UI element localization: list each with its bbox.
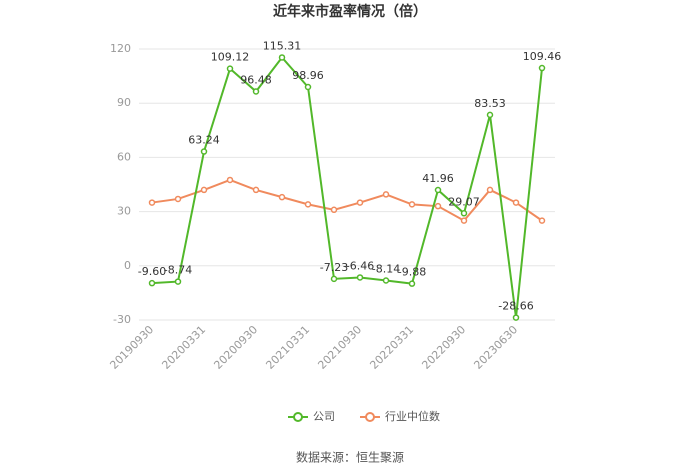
data-label: -8.14 bbox=[372, 263, 400, 276]
point bbox=[538, 64, 546, 72]
point bbox=[538, 217, 546, 224]
x-tick-label: 20220930 bbox=[419, 323, 468, 372]
legend-label: 行业中位数 bbox=[385, 409, 440, 423]
point bbox=[486, 186, 494, 194]
point bbox=[382, 277, 390, 284]
point bbox=[174, 195, 182, 203]
data-label: 109.46 bbox=[523, 50, 562, 63]
point bbox=[356, 274, 364, 281]
point bbox=[330, 206, 338, 214]
x-tick-label: 20190930 bbox=[107, 323, 156, 372]
point bbox=[226, 176, 234, 184]
y-tick-label: 60 bbox=[117, 150, 131, 163]
point bbox=[434, 202, 442, 210]
point bbox=[278, 54, 286, 61]
point bbox=[278, 193, 286, 201]
x-tick-label: 20210331 bbox=[263, 323, 312, 372]
y-tick-label: -30 bbox=[113, 313, 131, 326]
y-tick-label: 0 bbox=[124, 259, 131, 272]
point bbox=[460, 210, 468, 217]
point bbox=[356, 199, 364, 206]
data-label: -8.74 bbox=[164, 264, 192, 277]
data-label: 41.96 bbox=[422, 172, 454, 185]
source: 数据来源：恒生聚源 bbox=[296, 450, 404, 465]
data-label: 109.12 bbox=[211, 51, 250, 64]
x-tick-label: 20220331 bbox=[367, 323, 416, 372]
data-label: -7.23 bbox=[320, 261, 348, 274]
point bbox=[408, 280, 416, 287]
point bbox=[200, 186, 208, 194]
point bbox=[252, 186, 260, 194]
data-label: 29.07 bbox=[448, 195, 480, 208]
data-label: -9.60 bbox=[138, 265, 166, 278]
chart-title: 近年来市盈率情况（倍） bbox=[273, 3, 427, 20]
point bbox=[512, 199, 520, 206]
point bbox=[226, 65, 234, 72]
point bbox=[486, 111, 494, 119]
legend-marker bbox=[293, 412, 303, 422]
y-tick-label: 120 bbox=[110, 42, 131, 55]
y-tick-label: 90 bbox=[117, 96, 131, 109]
data-label: 96.48 bbox=[240, 73, 272, 86]
point bbox=[148, 199, 156, 206]
legend-marker bbox=[365, 412, 375, 422]
y-tick-label: 30 bbox=[117, 205, 131, 218]
legend-label: 公司 bbox=[313, 410, 335, 423]
point bbox=[460, 217, 468, 224]
x-tick-label: 20230630 bbox=[471, 323, 520, 372]
x-tick-label: 20200930 bbox=[211, 323, 260, 372]
x-tick-label: 20200331 bbox=[159, 323, 208, 372]
data-label: 98.96 bbox=[292, 69, 324, 82]
point bbox=[200, 148, 208, 155]
data-label: 115.31 bbox=[263, 39, 302, 52]
series-line bbox=[151, 55, 543, 318]
point bbox=[252, 88, 260, 95]
data-label: -9.88 bbox=[398, 266, 426, 279]
point bbox=[148, 279, 156, 287]
series-line bbox=[151, 178, 543, 222]
point bbox=[382, 191, 390, 198]
point bbox=[512, 314, 520, 321]
data-label: -6.46 bbox=[346, 259, 374, 272]
point bbox=[408, 201, 416, 208]
data-label: 63.24 bbox=[188, 134, 220, 147]
point bbox=[304, 201, 312, 208]
x-tick-label: 20210930 bbox=[315, 323, 364, 372]
data-label: 83.53 bbox=[474, 97, 506, 110]
point bbox=[174, 278, 182, 285]
data-label: -28.66 bbox=[498, 300, 533, 313]
point bbox=[330, 275, 338, 283]
point bbox=[434, 186, 442, 194]
point bbox=[304, 83, 312, 91]
